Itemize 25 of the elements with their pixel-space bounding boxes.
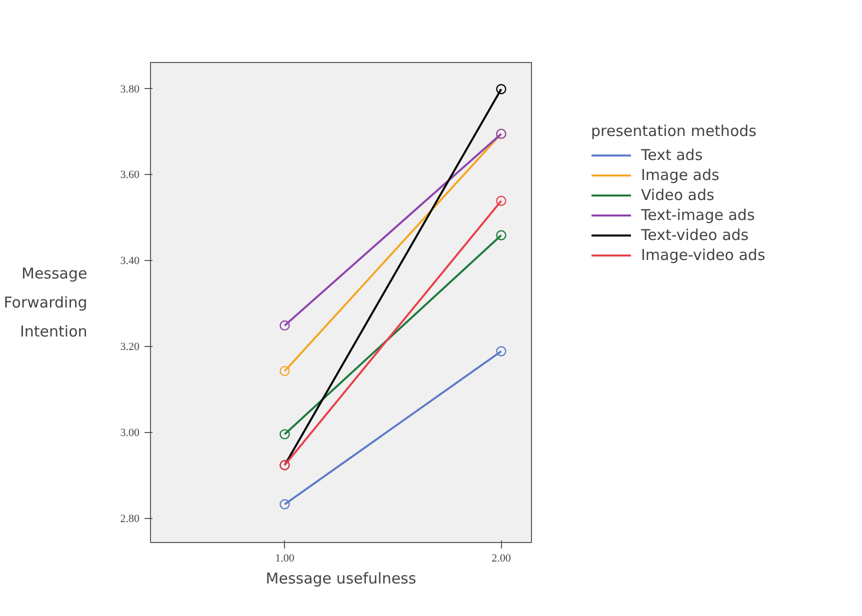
legend-label: Image ads [641,166,720,184]
point [496,346,506,356]
legend-label: Text-video ads [641,226,749,244]
legend-label: Image-video ads [641,246,766,264]
point [496,84,506,94]
y-tick-label: 3.20 [120,341,140,354]
point [280,366,290,376]
y-tick-label: 3.60 [120,169,140,182]
y-tick-label: 2.80 [120,513,140,526]
x-tick-label: 1.00 [275,552,295,564]
y-tick-label: 3.00 [120,427,140,440]
point [280,499,290,510]
x-tick-label: 2.00 [492,552,512,564]
y-axis-title: Message Forwarding Intention [4,264,88,340]
legend-label: Text-image ads [641,206,755,224]
point [280,429,290,440]
point [496,196,506,206]
y-tick-label: 3.40 [120,255,140,268]
y-tick-label: 3.80 [120,83,140,96]
legend-title: presentation methods [591,122,758,140]
x-axis-title: Message usefulness [266,570,416,588]
point [496,230,506,240]
legend-label: Text ads [641,146,703,164]
point [280,320,290,331]
legend-label: Video ads [641,186,714,204]
